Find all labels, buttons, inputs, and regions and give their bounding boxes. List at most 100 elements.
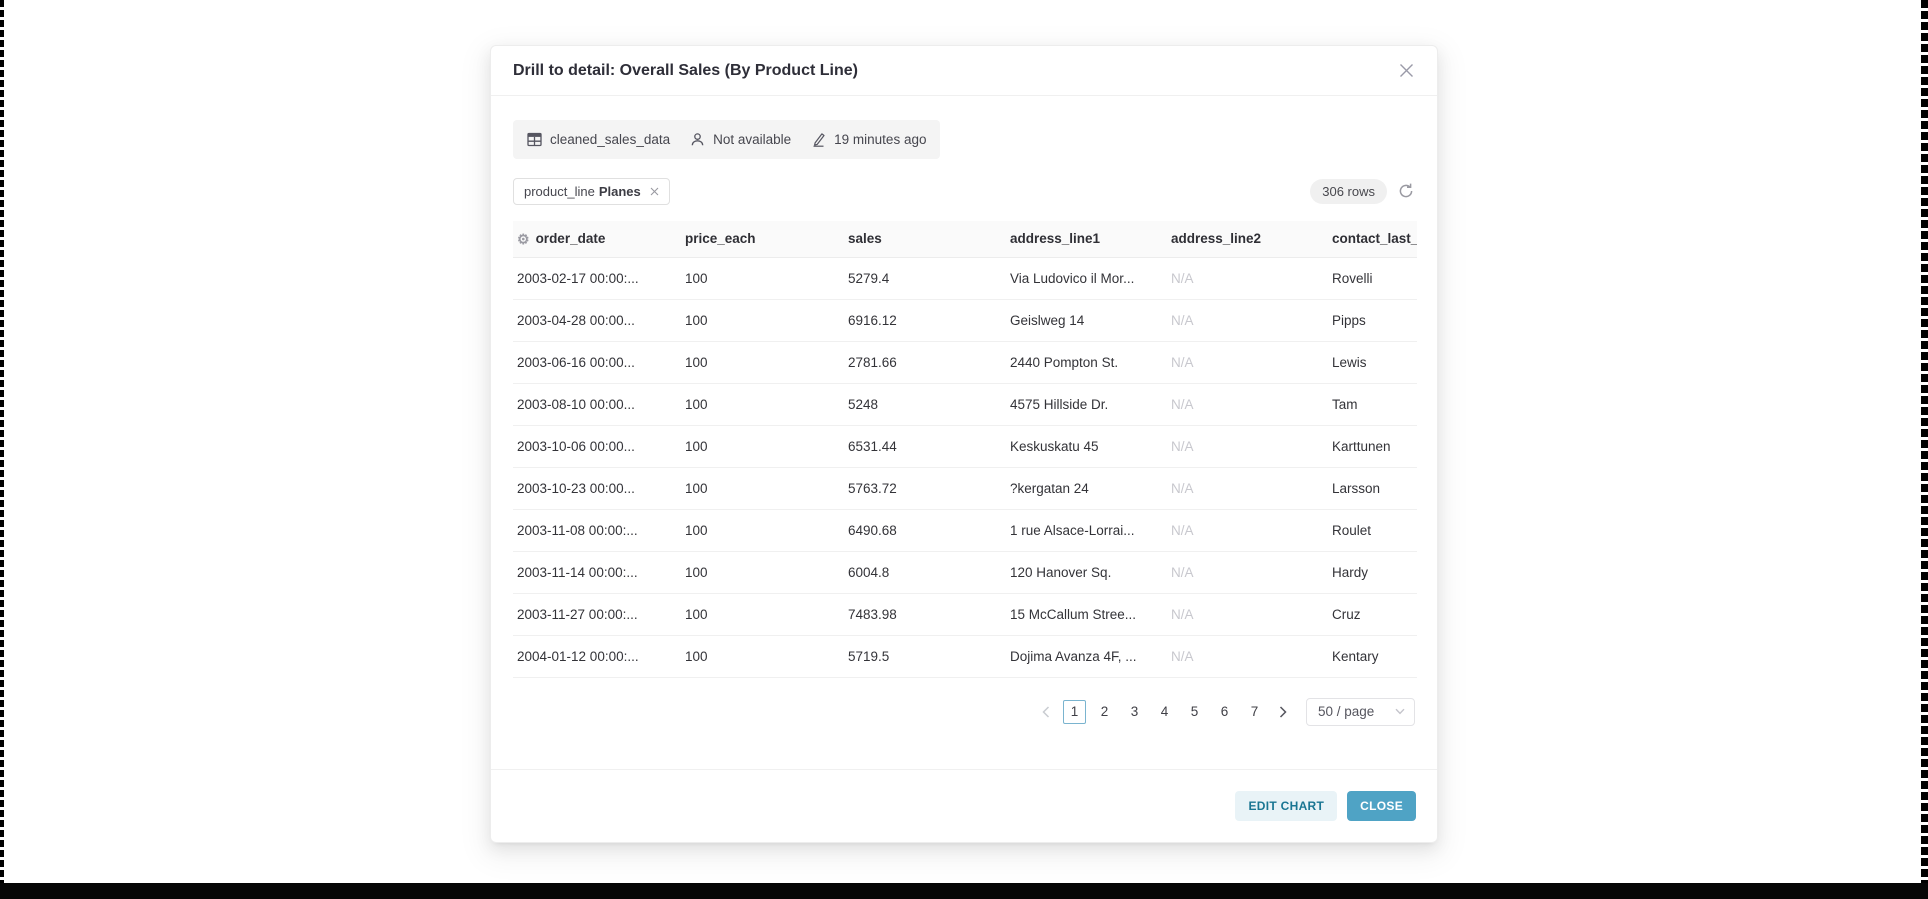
table-cell: 120 Hanover Sq.	[1006, 551, 1167, 594]
edit-chart-button[interactable]: EDIT CHART	[1235, 791, 1338, 821]
user-icon	[690, 132, 705, 147]
table-cell: 100	[681, 509, 844, 552]
table-cell: Keskuskatu 45	[1006, 425, 1167, 468]
edit-pencil-icon	[811, 132, 826, 147]
table-cell: ?kergatan 24	[1006, 467, 1167, 510]
table-cell: Dojima Avanza 4F, ...	[1006, 635, 1167, 678]
table-cell: Tam	[1328, 383, 1417, 426]
table-cell: Cruz	[1328, 593, 1417, 636]
table-cell: 4575 Hillside Dr.	[1006, 383, 1167, 426]
datasource-item[interactable]: cleaned_sales_data	[527, 132, 670, 147]
table-cell: 5248	[844, 383, 1006, 426]
table-cell: Geislweg 14	[1006, 299, 1167, 342]
table-cell: Lewis	[1328, 341, 1417, 384]
column-header-label: address_line2	[1171, 231, 1262, 247]
pagination-page-2[interactable]: 2	[1100, 704, 1109, 719]
pagination-page-3[interactable]: 3	[1130, 704, 1139, 719]
table-cell: 100	[681, 551, 844, 594]
table-cell: 6004.8	[844, 551, 1006, 594]
row-count-badge: 306 rows	[1310, 178, 1387, 204]
filter-row: product_line Planes 306 rows	[513, 177, 1415, 205]
table-cell: N/A	[1167, 509, 1328, 552]
filter-column: product_line	[524, 183, 595, 199]
screen-edge-right	[1921, 0, 1928, 899]
table-cell: Kentary	[1328, 635, 1417, 678]
table-body: 2003-02-17 00:00:... 100 5279.4 Via Ludovic…	[513, 257, 1417, 678]
pagination-page-7[interactable]: 7	[1250, 704, 1259, 719]
drill-to-detail-modal: Drill to detail: Overall Sales (By Produ…	[490, 45, 1438, 843]
table-cell: 100	[681, 425, 844, 468]
modal-footer: EDIT CHART CLOSE	[491, 769, 1437, 842]
table-cell: 6490.68	[844, 509, 1006, 552]
table-row: 2004-01-12 00:00:... 100 5719.5 Dojima Avan…	[513, 635, 1417, 678]
table-cell: N/A	[1167, 383, 1328, 426]
metadata-bar: cleaned_sales_data Not available	[513, 120, 941, 159]
pagination-prev-icon[interactable]	[1036, 700, 1056, 724]
table-row: 2003-11-27 00:00:... 100 7483.98 15 McCallu…	[513, 593, 1417, 636]
pagination-page-5[interactable]: 5	[1190, 704, 1199, 719]
table-row: 2003-02-17 00:00:... 100 5279.4 Via Ludovic…	[513, 257, 1417, 300]
last-modified-value: 19 minutes ago	[834, 132, 927, 147]
table-row: 2003-10-06 00:00... 100 6531.44 Keskuskatu …	[513, 425, 1417, 468]
table-cell: 5279.4	[844, 257, 1006, 300]
table-cell: Rovelli	[1328, 257, 1417, 300]
table-cell: Larsson	[1328, 467, 1417, 510]
modal-header: Drill to detail: Overall Sales (By Produ…	[491, 46, 1437, 96]
table-cell: 100	[681, 635, 844, 678]
column-header-contact_last_: contact_last_	[1328, 221, 1417, 258]
table-cell: 2003-10-06 00:00...	[513, 425, 681, 468]
table-cell: Roulet	[1328, 509, 1417, 552]
table-cell: 2781.66	[844, 341, 1006, 384]
table-cell: 2003-02-17 00:00:...	[513, 257, 681, 300]
column-header-address_line2: address_line2	[1167, 221, 1328, 258]
table-cell: 100	[681, 593, 844, 636]
table-icon	[527, 132, 542, 147]
table-cell: 100	[681, 467, 844, 510]
table-cell: 2003-11-08 00:00:...	[513, 509, 681, 552]
pagination-next-icon[interactable]	[1273, 700, 1293, 724]
refresh-icon[interactable]	[1397, 182, 1415, 200]
table-cell: N/A	[1167, 551, 1328, 594]
results-table: ⚙ order_date price_each sales address_line1 a…	[513, 221, 1417, 678]
column-header-label: address_line1	[1010, 231, 1101, 247]
page-size-select[interactable]: 50 / page	[1306, 697, 1415, 726]
column-header-price_each: price_each	[681, 221, 844, 258]
last-modified-item: 19 minutes ago	[811, 132, 926, 147]
page-size-value: 50 / page	[1318, 704, 1375, 719]
pagination-page-6[interactable]: 6	[1220, 704, 1229, 719]
screen-edge-left	[0, 0, 4, 899]
table-cell: 2003-11-27 00:00:...	[513, 593, 681, 636]
table-cell: N/A	[1167, 299, 1328, 342]
table-header-row: ⚙ order_date price_each sales address_line1 a…	[513, 221, 1417, 258]
filter-value: Planes	[598, 183, 641, 199]
filter-chip: product_line Planes	[513, 177, 670, 205]
table-cell: 6531.44	[844, 425, 1006, 468]
table-row: 2003-11-08 00:00:... 100 6490.68 1 rue Alsa…	[513, 509, 1417, 552]
table-controls: 306 rows	[1310, 178, 1415, 204]
table-cell: 2003-10-23 00:00...	[513, 467, 681, 510]
owner-item: Not available	[690, 132, 791, 147]
table-cell: 5763.72	[844, 467, 1006, 510]
pagination-page-1[interactable]: 1	[1063, 699, 1086, 724]
table-cell: N/A	[1167, 257, 1328, 300]
table-cell: 2003-11-14 00:00:...	[513, 551, 681, 594]
close-icon[interactable]	[1395, 60, 1417, 82]
owner-value: Not available	[713, 132, 792, 147]
close-button[interactable]: CLOSE	[1347, 791, 1416, 821]
table-cell: N/A	[1167, 635, 1328, 678]
pagination-page-4[interactable]: 4	[1160, 704, 1169, 719]
table-row: 2003-11-14 00:00:... 100 6004.8 120 Hanover…	[513, 551, 1417, 594]
gear-icon[interactable]: ⚙	[517, 230, 530, 247]
table-cell: 100	[681, 257, 844, 300]
datasource-name: cleaned_sales_data	[550, 132, 671, 147]
table-cell: N/A	[1167, 341, 1328, 384]
column-header-label: price_each	[685, 231, 756, 247]
table-row: 2003-10-23 00:00... 100 5763.72 ?kergatan 2…	[513, 467, 1417, 510]
table-cell: N/A	[1167, 467, 1328, 510]
remove-filter-icon[interactable]	[650, 187, 659, 196]
table-cell: N/A	[1167, 425, 1328, 468]
chevron-down-icon	[1395, 708, 1405, 715]
table-cell: 2003-06-16 00:00...	[513, 341, 681, 384]
